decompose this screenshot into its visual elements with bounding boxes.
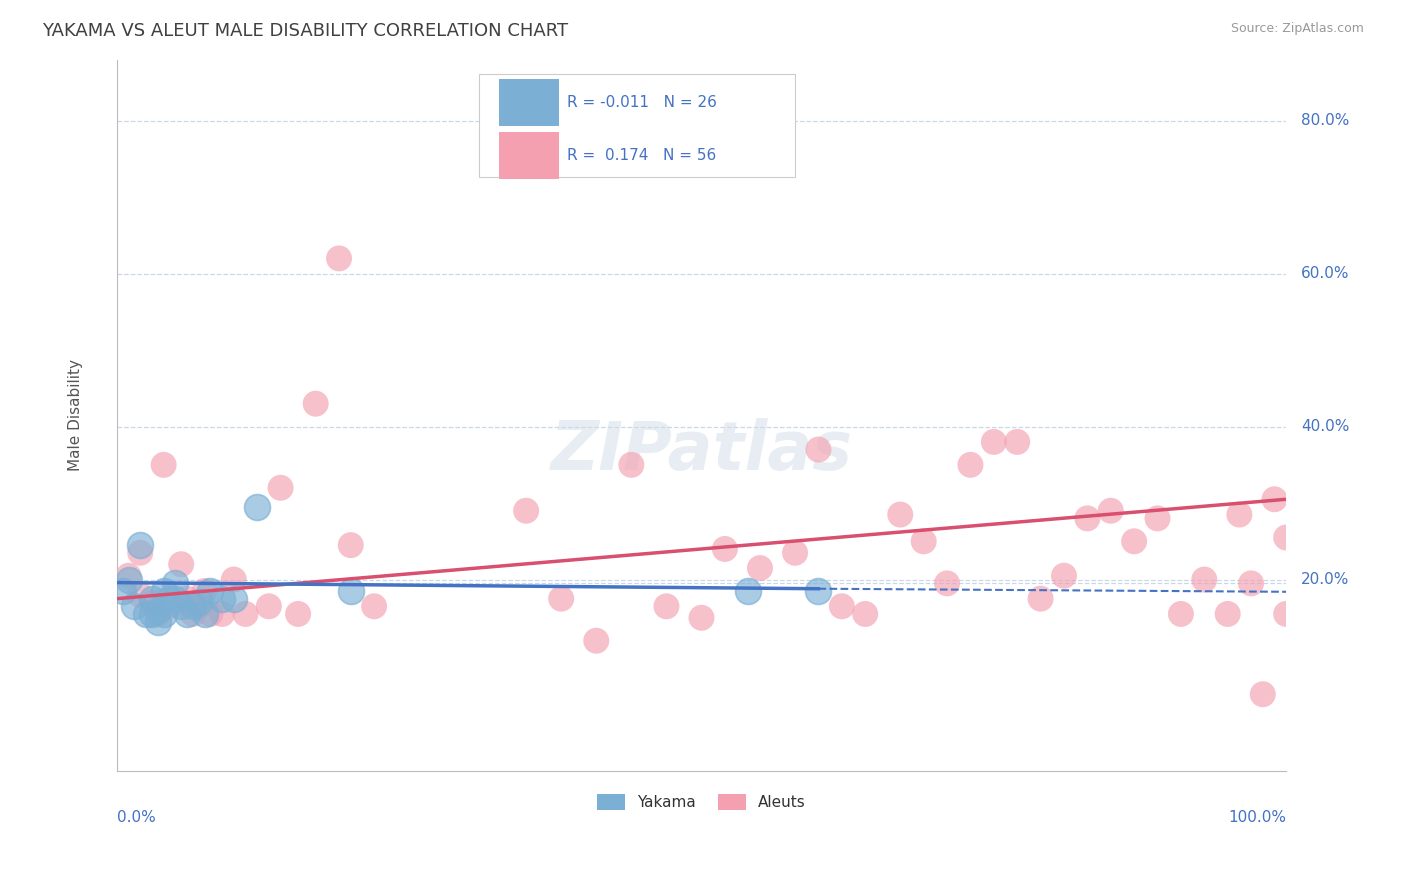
Point [152,458,174,472]
Point [714,541,737,556]
Point [853,607,876,621]
Point [339,584,361,599]
Point [983,434,1005,449]
Point [141,591,163,606]
Text: R =  0.174   N = 56: R = 0.174 N = 56 [567,148,716,162]
Point [176,607,198,621]
Point [194,607,217,621]
Point [270,481,292,495]
Point [222,573,245,587]
Point [1263,492,1285,507]
Point [1099,504,1122,518]
Point [936,576,959,591]
Text: YAKAMA VS ALEUT MALE DISABILITY CORRELATION CHART: YAKAMA VS ALEUT MALE DISABILITY CORRELAT… [42,22,568,40]
Text: Source: ZipAtlas.com: Source: ZipAtlas.com [1230,22,1364,36]
Point [737,584,759,599]
Text: 80.0%: 80.0% [1302,113,1350,128]
Point [194,584,217,599]
Point [111,584,134,599]
Point [146,607,169,621]
Point [117,573,139,587]
Point [1240,576,1263,591]
Point [831,599,853,614]
Point [690,611,713,625]
Legend: Yakama, Aleuts: Yakama, Aleuts [591,789,813,816]
FancyBboxPatch shape [499,79,558,126]
Text: 0.0%: 0.0% [117,810,156,825]
Point [129,538,152,552]
Point [1194,573,1216,587]
Point [181,599,204,614]
Point [165,591,187,606]
Point [135,607,157,621]
Text: R = -0.011   N = 26: R = -0.011 N = 26 [567,95,717,111]
Point [176,591,198,606]
FancyBboxPatch shape [499,132,558,178]
Point [200,584,222,599]
Point [889,508,911,522]
Point [170,558,193,572]
Text: 60.0%: 60.0% [1302,266,1350,281]
Point [170,599,193,614]
Point [363,599,385,614]
Point [1227,508,1250,522]
Point [1123,534,1146,549]
FancyBboxPatch shape [479,74,794,177]
Point [959,458,981,472]
Point [124,599,146,614]
Point [550,591,572,606]
Point [783,546,806,560]
Point [159,591,181,606]
Point [1275,607,1298,621]
Point [1053,568,1076,582]
Point [152,584,174,599]
Point [246,500,269,514]
Point [807,584,830,599]
Point [655,599,678,614]
Point [339,538,361,552]
Point [1146,511,1168,525]
Point [187,595,209,609]
Point [585,633,607,648]
Point [1216,607,1239,621]
Point [129,588,152,602]
Point [1076,511,1098,525]
Point [328,252,350,266]
Point [1029,591,1052,606]
Point [141,607,163,621]
Point [146,603,169,617]
Point [181,607,204,621]
Point [1005,434,1028,449]
Point [620,458,643,472]
Point [1251,687,1274,701]
Text: 40.0%: 40.0% [1302,419,1350,434]
Point [200,607,222,621]
Point [257,599,280,614]
Point [152,607,174,621]
Point [222,591,245,606]
Point [129,546,152,560]
Text: ZIPatlas: ZIPatlas [551,417,852,483]
Point [749,561,772,575]
Text: 20.0%: 20.0% [1302,572,1350,587]
Point [141,595,163,609]
Point [515,504,537,518]
Text: Male Disability: Male Disability [69,359,83,471]
Point [159,599,181,614]
Point [235,607,257,621]
Point [912,534,935,549]
Point [211,591,233,606]
Point [1170,607,1192,621]
Point [287,607,309,621]
Point [1275,531,1298,545]
Point [305,397,328,411]
Point [807,442,830,457]
Point [187,599,209,614]
Point [211,607,233,621]
Text: 100.0%: 100.0% [1229,810,1286,825]
Point [165,576,187,591]
Point [146,615,169,629]
Point [117,568,139,582]
